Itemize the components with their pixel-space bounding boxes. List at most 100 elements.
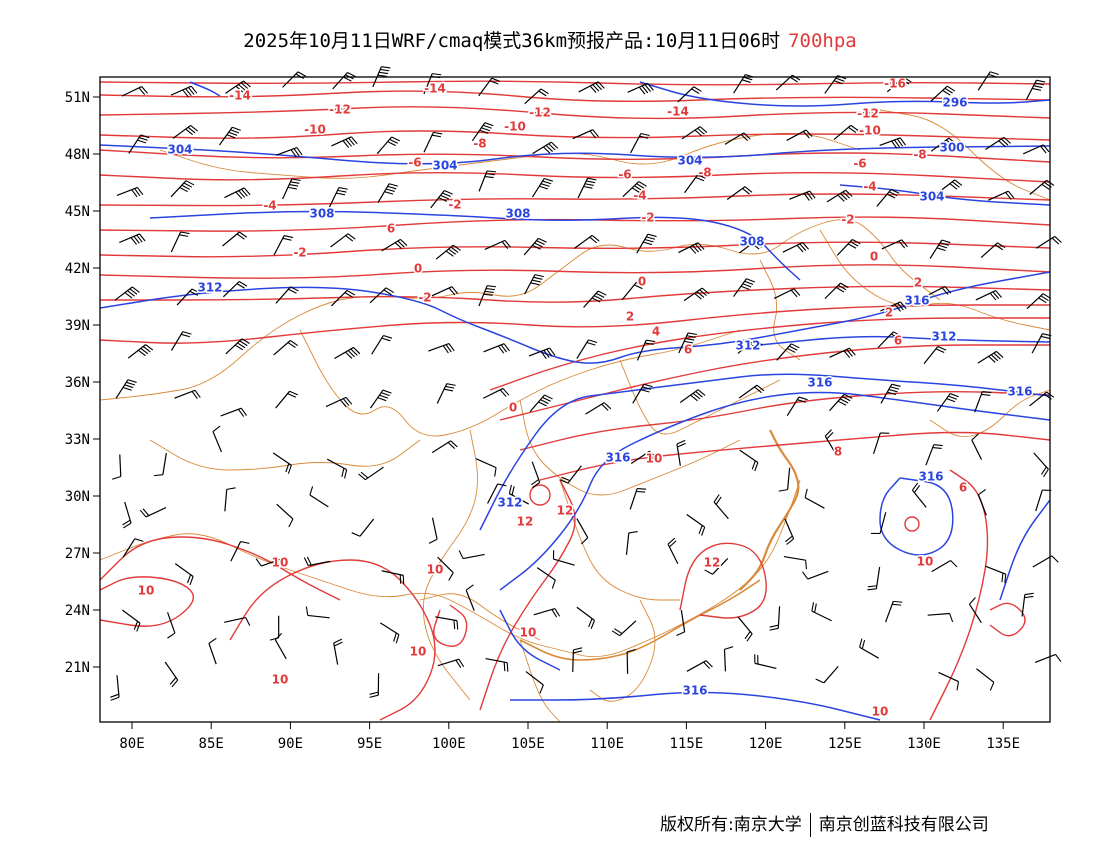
wind-barb (786, 396, 808, 417)
wind-barb (305, 606, 330, 619)
wind-barb (876, 188, 900, 207)
wind-barb (686, 660, 713, 672)
wind-barb (485, 657, 509, 672)
wind-barb (833, 124, 859, 141)
wind-barb (536, 567, 556, 589)
title-main: 2025年10月11日WRF/cmaq模式36km预报产品:10月11日06时 (243, 30, 781, 52)
height-contour (499, 609, 561, 671)
temperature-label: -12 (529, 106, 551, 120)
wind-barb (930, 85, 956, 102)
wind-barb (802, 570, 829, 580)
wind-barb (170, 85, 198, 98)
wind-barb (428, 343, 455, 354)
wind-barb (230, 541, 250, 562)
map-border (99, 76, 1051, 723)
wind-barb (351, 518, 375, 537)
wind-barb (572, 647, 583, 672)
temperature-contour (479, 479, 576, 711)
height-contour (189, 81, 221, 97)
boundary-line (519, 399, 741, 496)
wind-barb (824, 429, 838, 456)
wind-barb (274, 633, 287, 660)
temperature-label: -4 (863, 180, 876, 194)
temperature-label: 6 (684, 343, 692, 357)
wind-barb (275, 390, 299, 409)
wind-barb (369, 389, 392, 409)
temperature-contour (99, 106, 1051, 120)
boundary-line (159, 132, 861, 179)
height-contour (99, 271, 1051, 364)
temperature-label: -4 (263, 199, 276, 213)
height-label: 308 (739, 235, 764, 249)
wind-barb (377, 183, 398, 203)
temperature-label: 10 (410, 645, 427, 659)
temperature-contour (989, 602, 1026, 637)
wind-barb (208, 637, 217, 665)
wind-barb (679, 389, 706, 403)
wind-barb (282, 71, 307, 88)
wind-barb (737, 339, 763, 354)
wind-barb (578, 81, 605, 94)
wind-barb (369, 673, 380, 698)
temperature-contour (99, 172, 1051, 183)
wind-barb (872, 432, 890, 455)
wind-barb (172, 124, 198, 139)
wind-barb (925, 444, 943, 466)
height-label: 316 (918, 470, 943, 484)
wind-barb (436, 383, 456, 404)
wind-barb (739, 239, 765, 254)
lon-tick-label: 105E (511, 736, 545, 752)
wind-barb (276, 503, 294, 528)
temperature-label: 10 (917, 555, 934, 569)
wind-barb (789, 190, 816, 201)
wind-barb (559, 465, 582, 484)
wind-barb (686, 513, 706, 536)
temperature-contour (519, 390, 1051, 451)
copyright-footer: 版权所有:南京大学 南京创蓝科技有限公司 (660, 810, 989, 837)
temperature-label: -2 (641, 211, 654, 225)
temperature-label: 0 (870, 250, 878, 264)
wind-barb (676, 439, 686, 466)
wind-barb (224, 187, 251, 200)
temperature-contour (433, 604, 468, 647)
wind-barb (632, 383, 653, 404)
wind-barb (128, 134, 150, 154)
wind-barb (585, 402, 612, 415)
wind-barb (528, 347, 556, 359)
lon-tick-label: 120E (749, 736, 783, 752)
wind-barb (484, 239, 512, 250)
temperature-label: 0 (638, 275, 646, 289)
wind-barb (971, 433, 983, 460)
wind-barb (754, 654, 777, 670)
wind-barb (483, 343, 510, 354)
wind-barb (220, 407, 247, 417)
wind-barb (225, 338, 250, 355)
temperature-label: 6 (387, 222, 395, 236)
wind-barb (112, 454, 122, 480)
lat-tick-label: 45N (65, 204, 90, 220)
wind-barb (1022, 144, 1050, 155)
wind-barb (1035, 235, 1062, 249)
wind-barb (871, 512, 887, 535)
wind-barb (121, 85, 148, 97)
temperature-label: -14 (424, 82, 446, 96)
temperature-label: -8 (698, 166, 711, 180)
wind-barb (332, 71, 356, 90)
wind-barb (667, 537, 679, 565)
lon-tick-label: 95E (357, 736, 382, 752)
wind-barb (622, 181, 647, 198)
temperature-label: 10 (272, 673, 289, 687)
wind-barb (428, 517, 438, 544)
temperature-label: -12 (329, 103, 351, 117)
temperature-label: 0 (414, 262, 422, 276)
lon-tick-label: 110E (590, 736, 624, 752)
wind-barb (626, 648, 636, 674)
wind-barb (583, 290, 607, 308)
wind-barb (381, 238, 408, 252)
height-label: 296 (942, 96, 967, 110)
boundary-line (759, 259, 801, 361)
wind-barb (880, 383, 901, 404)
wind-barb (478, 77, 501, 97)
height-contour (99, 144, 1051, 165)
wind-barb (478, 170, 497, 192)
